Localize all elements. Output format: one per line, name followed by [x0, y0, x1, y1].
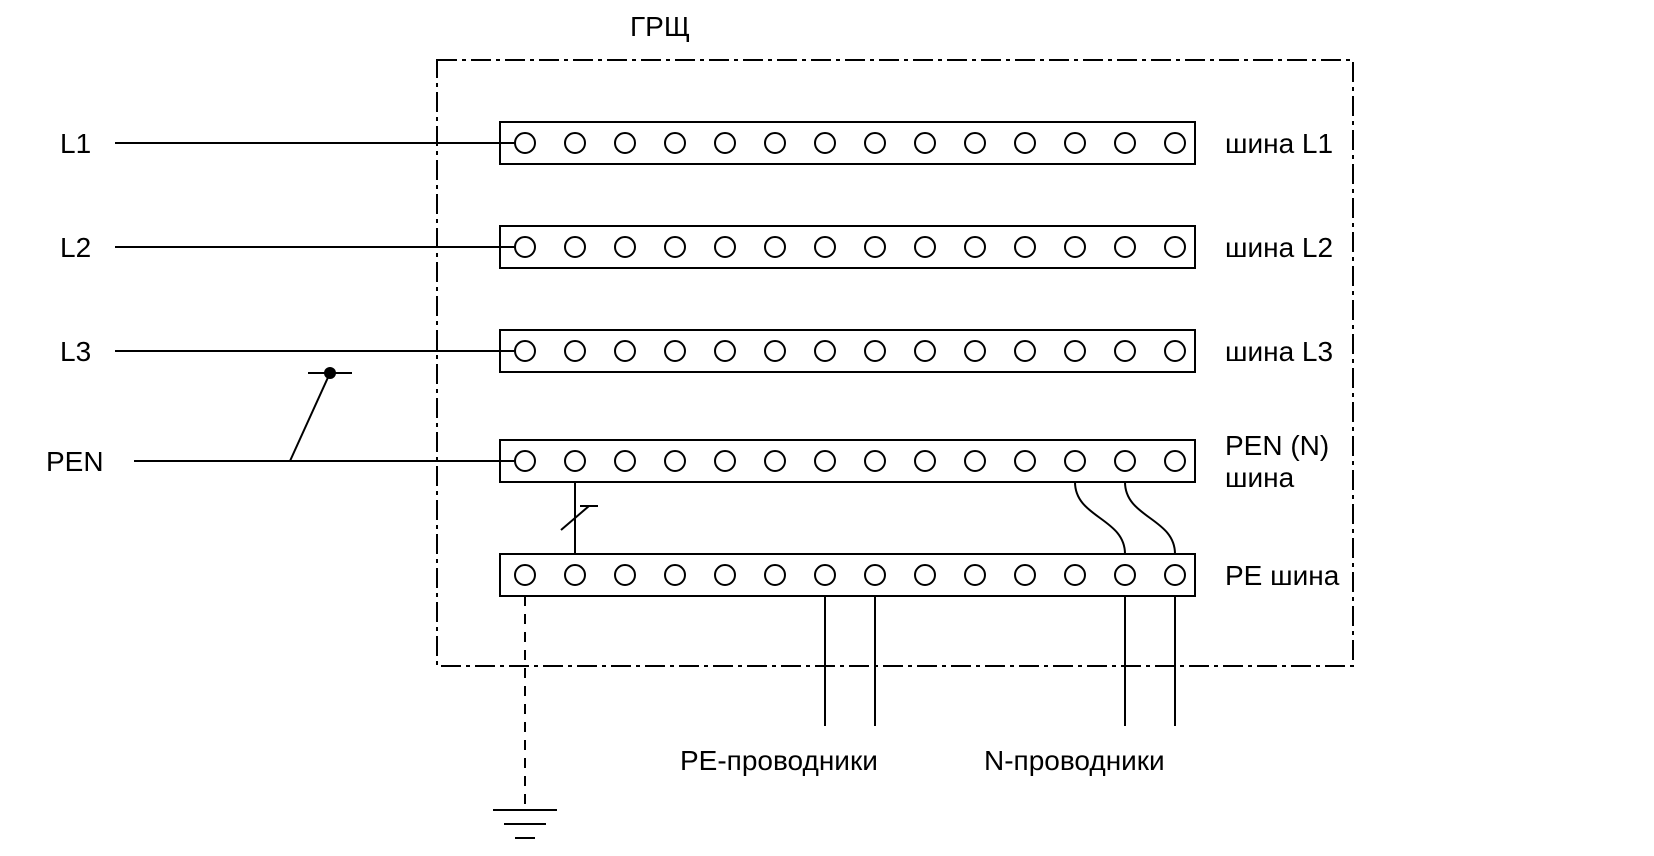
busbar-L1-label-line0: шина L1 [1225, 128, 1333, 159]
busbar-PE-label-line0: PE шина [1225, 560, 1340, 591]
main-switch-dot [324, 367, 336, 379]
incoming-label-L3: L3 [60, 336, 91, 367]
busbar-L2-label-line0: шина L2 [1225, 232, 1333, 263]
busbar-L3-label-line0: шина L3 [1225, 336, 1333, 367]
label-pe-conductors: PE-проводники [680, 745, 878, 776]
busbar-PEN-label-line1: шина [1225, 462, 1295, 493]
canvas-bg [0, 0, 1654, 856]
incoming-label-L1: L1 [60, 128, 91, 159]
panel-title: ГРЩ [630, 11, 690, 42]
incoming-label-PEN: PEN [46, 446, 104, 477]
incoming-label-L2: L2 [60, 232, 91, 263]
busbar-PEN-label-line0: PEN (N) [1225, 430, 1329, 461]
label-n-conductors: N-проводники [984, 745, 1165, 776]
